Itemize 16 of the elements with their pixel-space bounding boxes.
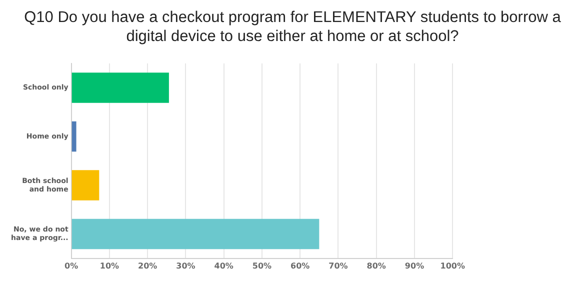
x-tick-label: 70% — [328, 261, 348, 270]
x-tick-label: 30% — [176, 261, 196, 270]
bar — [72, 121, 76, 152]
x-tick-label: 50% — [252, 261, 272, 270]
x-tick-label: 0% — [64, 261, 78, 270]
x-tick-label: 40% — [214, 261, 234, 270]
x-tick-label: 80% — [366, 261, 386, 270]
x-tick-label: 10% — [100, 261, 120, 270]
x-tick-label: 20% — [138, 261, 158, 270]
x-tick-label: 100% — [440, 261, 465, 270]
bar — [72, 170, 100, 200]
x-tick-label: 60% — [290, 261, 310, 270]
chart-title: Q10 Do you have a checkout program for ELEMENTARY students to borrow a digital device to use either at home or at school? — [23, 8, 562, 47]
bar — [72, 218, 320, 250]
x-tick-label: 90% — [404, 261, 424, 270]
bar — [72, 72, 169, 103]
